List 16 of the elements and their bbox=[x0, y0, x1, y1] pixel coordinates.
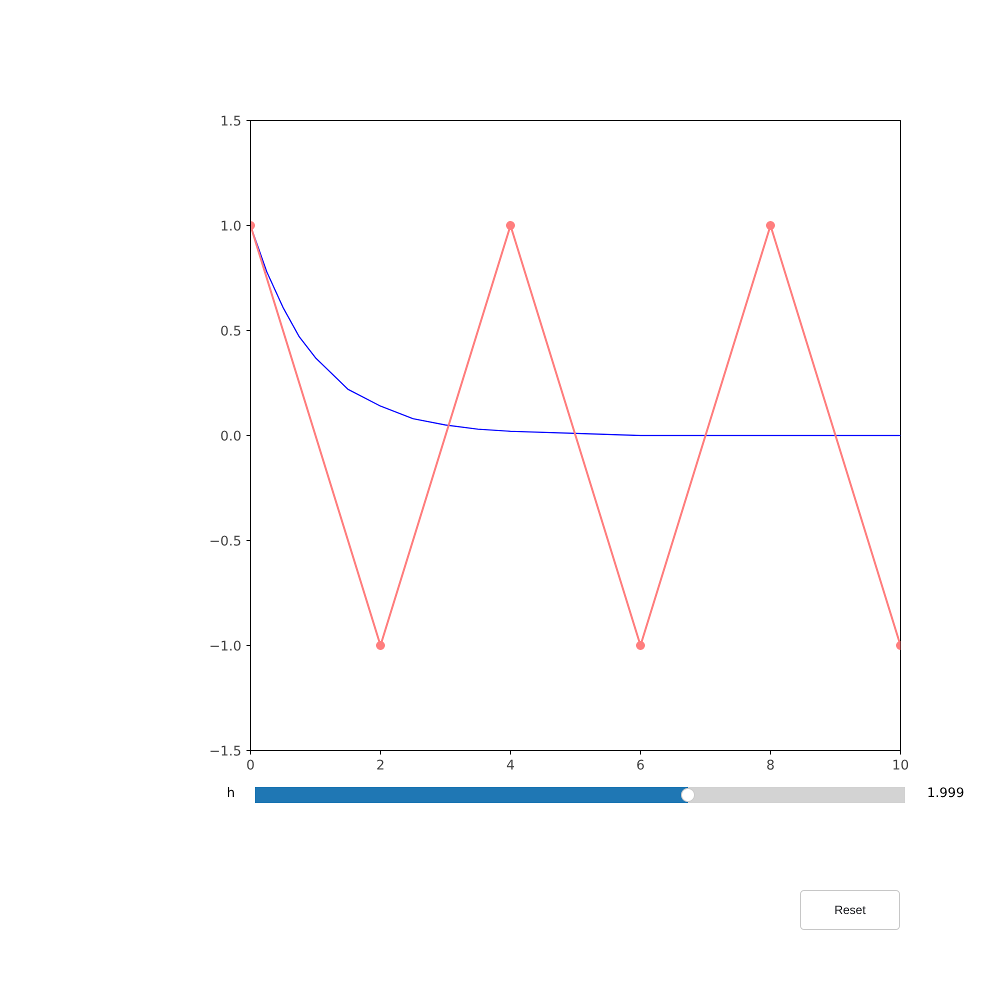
y-tick-label: 1.0 bbox=[220, 220, 242, 234]
x-tick-label: 2 bbox=[376, 758, 385, 774]
y-tick-label: 0.5 bbox=[220, 324, 242, 340]
text: h bbox=[226, 785, 235, 803]
x-tick-label: 10 bbox=[892, 758, 909, 774]
text: Reset bbox=[800, 890, 900, 930]
x-tick-label: 4 bbox=[506, 758, 515, 774]
x-tick-label: 0 bbox=[246, 758, 255, 774]
y-tick-label: −1.5 bbox=[209, 744, 242, 760]
x-tick-label: 8 bbox=[766, 758, 775, 774]
y-tick-label: −0.5 bbox=[209, 534, 242, 550]
x-tick-label: 6 bbox=[636, 758, 645, 774]
y-tick-label: 1.5 bbox=[220, 114, 242, 130]
y-tick-label: −1.0 bbox=[209, 640, 242, 654]
text: 1.999 bbox=[927, 785, 964, 803]
y-tick-label: 0.0 bbox=[220, 430, 242, 444]
